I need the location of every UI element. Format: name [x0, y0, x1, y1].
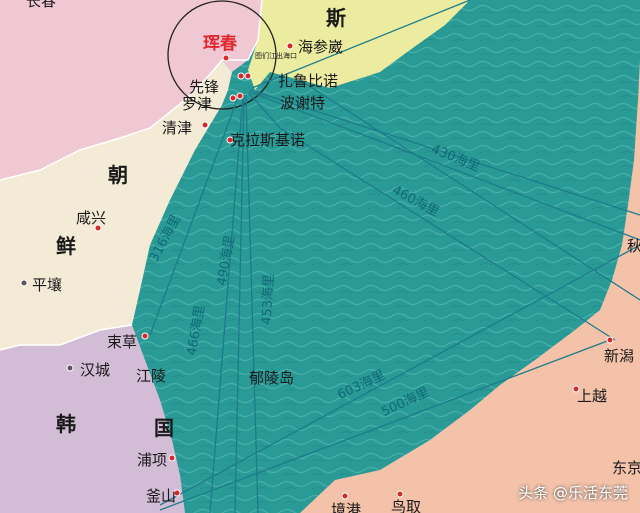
hunchun-inset-circle [167, 0, 277, 110]
japan-land [300, 60, 640, 513]
label-xinxie: 新潟 [604, 347, 635, 365]
city-dots [20, 42, 614, 500]
label-tumen-river-mouth: 图们江出海口 [255, 52, 297, 60]
city-dot [94, 224, 102, 232]
city-dot [237, 72, 245, 80]
country-borders [0, 0, 263, 351]
label-russia-si: 斯 [326, 6, 346, 30]
city-dot [141, 332, 149, 340]
city-dot [341, 492, 349, 500]
label-zhalubinuo: 扎鲁比诺 [278, 72, 339, 90]
route-line [251, 0, 471, 89]
label-xianxing: 咸兴 [76, 209, 107, 227]
label-nkorea-xian: 鲜 [56, 234, 76, 258]
label-dongjing: 东京 [612, 459, 640, 477]
city-dot [286, 42, 294, 50]
label-skorea-han: 韩 [56, 412, 76, 436]
label-yulingdao: 郁陵岛 [249, 369, 295, 387]
city-dot [168, 454, 176, 462]
label-puxiang: 浦项 [137, 451, 168, 469]
label-fushan: 釜山 [146, 487, 177, 505]
city-dot [222, 54, 230, 62]
label-haishenwai: 海参崴 [298, 38, 344, 56]
city-dot [226, 136, 234, 144]
city-dot [229, 94, 237, 102]
shipping-routes [149, 0, 640, 513]
distance-453: 453海里 [259, 273, 278, 326]
watermark: 头条 @乐活东莞 [518, 484, 628, 502]
label-shangyue: 上越 [577, 387, 608, 405]
city-dot [396, 490, 404, 498]
label-kelasijino: 克拉斯基诺 [230, 131, 306, 149]
city-dot [236, 92, 244, 100]
route-line [159, 244, 640, 506]
label-shucao: 束草 [107, 333, 138, 351]
label-changchun: 长春 [26, 0, 57, 10]
route-line [209, 94, 244, 513]
city-dot [201, 121, 209, 129]
label-xianfeng: 先锋 [189, 78, 220, 96]
route-line [245, 94, 259, 513]
label-jiangling: 江陵 [136, 367, 167, 385]
label-hancheng: 汉城 [80, 361, 111, 379]
label-bosiete: 波谢特 [280, 94, 326, 112]
china-land [0, 0, 262, 180]
city-dot [572, 385, 580, 393]
label-qingjin: 清津 [162, 119, 193, 137]
label-qiu: 秋 [627, 237, 640, 255]
route-line [249, 91, 640, 241]
route-line [249, 89, 640, 216]
label-nkorea-chao: 朝 [108, 163, 128, 187]
city-dot [173, 489, 181, 497]
route-line [159, 339, 611, 511]
route-line [299, 79, 640, 301]
city-dot [66, 364, 74, 372]
city-dot [244, 72, 252, 80]
label-jingtu: 境港 [331, 501, 362, 513]
city-dot [606, 336, 614, 344]
label-luojin: 罗津 [182, 95, 213, 113]
route-line [247, 91, 616, 341]
label-hunchun: 珲春 [203, 34, 237, 54]
route-line [149, 91, 241, 336]
north-korea-land [0, 60, 232, 350]
route-line [234, 94, 245, 513]
label-niaoqu: 鸟取 [391, 498, 422, 513]
city-dot [20, 279, 28, 287]
south-korea-land [0, 325, 185, 513]
label-skorea-guo: 国 [154, 416, 174, 440]
label-pingrang: 平壤 [32, 276, 63, 294]
